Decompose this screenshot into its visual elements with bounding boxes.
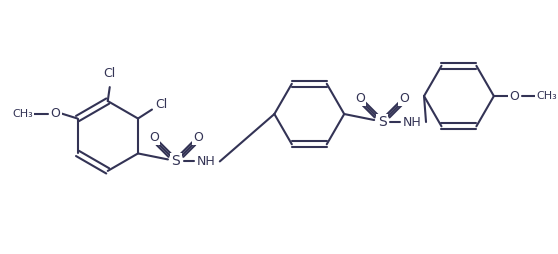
Text: O: O bbox=[509, 90, 519, 103]
Text: S: S bbox=[378, 115, 387, 129]
Text: S: S bbox=[171, 154, 180, 168]
Text: NH: NH bbox=[403, 116, 421, 129]
Text: O: O bbox=[51, 107, 60, 120]
Text: O: O bbox=[149, 131, 159, 144]
Text: O: O bbox=[193, 131, 203, 144]
Text: O: O bbox=[399, 91, 409, 105]
Text: NH: NH bbox=[196, 155, 215, 168]
Text: CH₃: CH₃ bbox=[536, 91, 557, 101]
Text: CH₃: CH₃ bbox=[12, 108, 33, 119]
Text: Cl: Cl bbox=[104, 67, 116, 80]
Text: O: O bbox=[355, 91, 365, 105]
Text: Cl: Cl bbox=[155, 98, 167, 111]
